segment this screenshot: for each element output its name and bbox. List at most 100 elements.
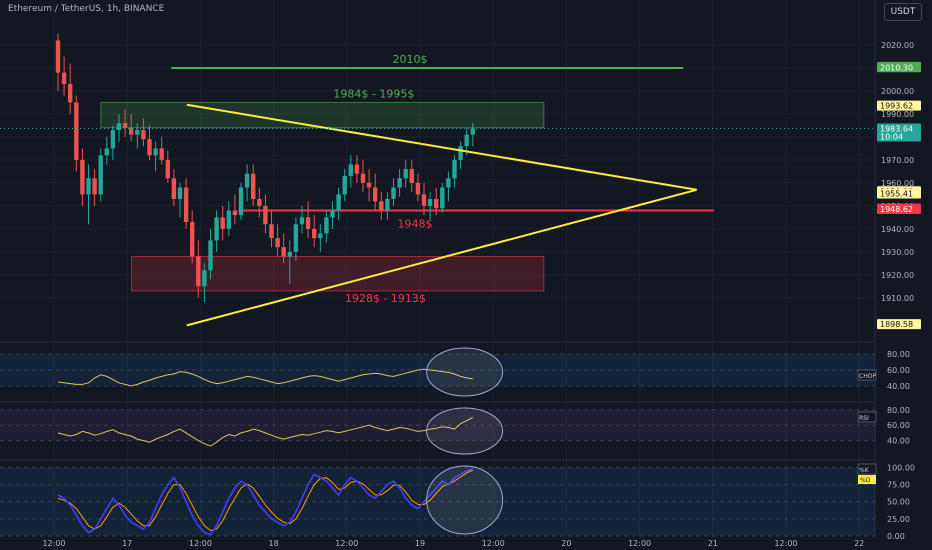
candle-body — [208, 240, 213, 271]
candle-body — [257, 198, 262, 206]
candle-body — [379, 201, 384, 211]
symbol-title: Ethereum / TetherUS, 1h, BINANCE — [8, 4, 165, 14]
level-label: 1948$ — [398, 217, 433, 230]
price-axis-label-sub: 10:04 — [880, 133, 903, 142]
indicator-band — [0, 354, 875, 386]
candle-body — [293, 224, 299, 252]
indicator-tick-label: 80.00 — [887, 406, 910, 415]
candle-body — [202, 270, 207, 287]
price-tick-label: 1990.00 — [881, 110, 914, 119]
indicator-name-label: %D — [860, 477, 871, 484]
indicator-band — [0, 467, 875, 536]
candle-body — [104, 148, 109, 156]
candle-body — [446, 178, 451, 188]
candle-body — [421, 194, 427, 206]
indicator-tick-label: 40.00 — [887, 437, 910, 446]
price-axis-label-text: 1948.62 — [880, 205, 913, 214]
indicator-name-label: RSI — [859, 415, 869, 422]
candle-body — [153, 148, 158, 156]
time-tick-label: 12:00 — [335, 539, 358, 548]
candle-body — [183, 187, 189, 222]
trendline — [186, 103, 697, 191]
trendline — [186, 188, 697, 327]
time-tick-label: 17 — [122, 539, 132, 548]
candle-body — [470, 128, 475, 135]
time-tick-label: 12:00 — [628, 539, 651, 548]
candle-body — [165, 159, 170, 179]
candle-body — [177, 187, 183, 199]
candle-body — [281, 247, 286, 257]
candle-body — [122, 123, 128, 128]
candle-body — [232, 210, 238, 216]
candle-body — [68, 84, 73, 103]
candle-body — [403, 169, 408, 179]
indicator-line — [57, 368, 473, 387]
candle-body — [55, 40, 61, 73]
candle-body — [318, 233, 323, 239]
candle-body — [348, 164, 353, 176]
candle-body — [305, 217, 311, 229]
stoch-d-line — [57, 469, 474, 532]
candle-body — [366, 182, 372, 188]
price-tick-label: 1920.00 — [881, 271, 914, 280]
indicator-name-label: CHOP — [859, 373, 876, 380]
time-tick-label: 20 — [561, 539, 571, 548]
time-tick-label: 18 — [269, 539, 279, 548]
price-tick-label: 2000.00 — [881, 87, 914, 96]
candle-body — [251, 173, 256, 199]
time-tick-label: 21 — [708, 539, 718, 548]
highlight-ellipse — [426, 407, 504, 455]
candle-body — [135, 130, 140, 135]
candle-body — [238, 187, 244, 216]
indicator-name-tag — [858, 475, 876, 484]
candle-body — [458, 146, 463, 160]
candle-body — [415, 182, 421, 195]
candle-body — [214, 217, 219, 241]
candle-body — [397, 178, 402, 188]
candle-body — [80, 159, 85, 195]
price-axis-label-text: 1993.62 — [880, 102, 913, 111]
candle-body — [226, 210, 231, 229]
candle-body — [354, 164, 360, 174]
price-axis-label-text: 1955.41 — [880, 189, 913, 198]
candle-body — [74, 102, 79, 160]
price-axis-label — [877, 319, 921, 330]
indicator-tick-label: 75.00 — [887, 481, 910, 490]
indicator-tick-label: 0.00 — [887, 532, 905, 541]
stoch-k-line — [57, 468, 474, 536]
candle-body — [299, 217, 305, 225]
price-tick-label: 1970.00 — [881, 156, 914, 165]
candle-body — [190, 221, 195, 257]
candle-body — [220, 217, 225, 229]
price-axis-label-text: 1983.64 — [880, 125, 913, 134]
candle-body — [61, 72, 67, 85]
price-axis-label-text: 1898.58 — [880, 320, 913, 329]
candle-body — [360, 173, 366, 183]
level-label: 2010$ — [393, 53, 428, 66]
price-tick-label: 1940.00 — [881, 225, 914, 234]
price-axis-label — [877, 204, 921, 215]
price-axis-label — [877, 188, 921, 199]
price-axis-label — [877, 123, 921, 142]
indicator-tick-label: 25.00 — [887, 515, 910, 524]
highlight-ellipse — [426, 465, 504, 535]
currency-button[interactable]: USDT — [884, 3, 922, 21]
candle-body — [434, 198, 439, 209]
time-tick-label: 12:00 — [774, 539, 797, 548]
time-tick-label: 22 — [854, 539, 864, 548]
indicator-tick-label: 100.00 — [887, 463, 915, 472]
candle-body — [452, 159, 457, 179]
price-axis-label — [877, 62, 921, 73]
indicator-tick-label: 60.00 — [887, 421, 910, 430]
candle-body — [86, 178, 91, 195]
indicator-tick-label: 60.00 — [887, 366, 910, 375]
candle-body — [409, 169, 414, 183]
indicator-tick-label: 50.00 — [887, 498, 910, 507]
indicator-name-tag — [857, 369, 877, 381]
zone-label: 1984$ - 1995$ — [333, 87, 414, 100]
candle-body — [171, 178, 177, 199]
candle-body — [336, 194, 341, 211]
candle-body — [275, 238, 280, 248]
time-tick-label: 12:00 — [189, 539, 212, 548]
